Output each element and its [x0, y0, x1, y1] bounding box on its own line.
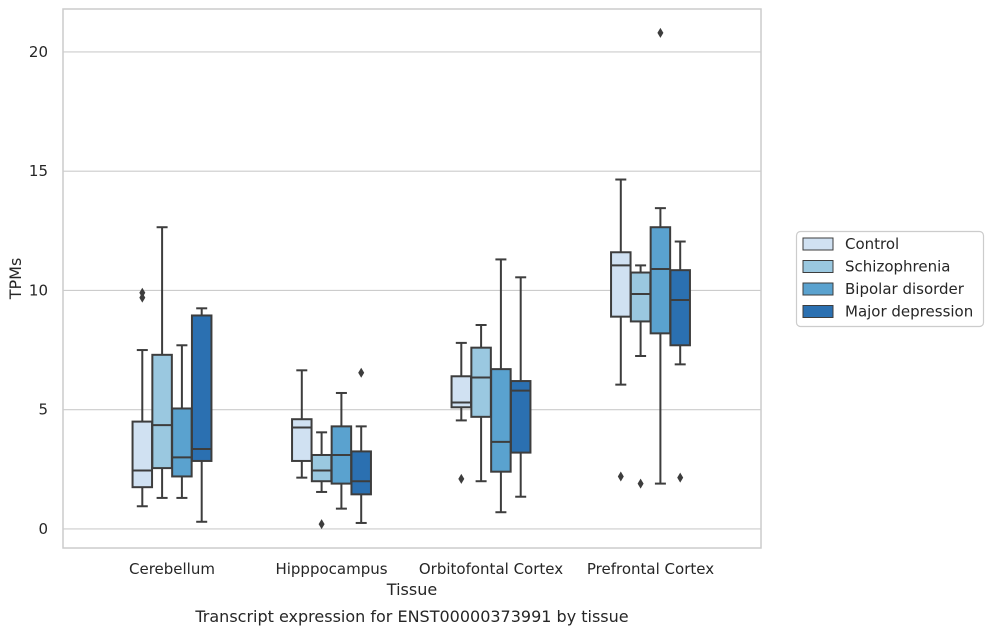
iqr-box	[629, 271, 652, 323]
iqr-box	[470, 346, 492, 418]
box-control	[131, 287, 154, 508]
iqr-box	[649, 226, 672, 335]
x-tick-label: Cerebellum	[129, 560, 215, 578]
legend-label: Control	[845, 235, 899, 253]
iqr-box	[509, 380, 532, 454]
legend-label: Schizophrenia	[845, 258, 950, 276]
x-axis-title: Tissue	[386, 580, 437, 599]
x-tick-label: Prefrontal Cortex	[587, 560, 714, 578]
box-schizophrenia	[470, 324, 492, 483]
y-tick-label: 20	[29, 43, 48, 61]
iqr-box	[610, 251, 632, 318]
outlier-point	[657, 27, 664, 38]
chart-caption: Transcript expression for ENST0000037399…	[194, 607, 628, 626]
legend-frame	[795, 230, 985, 328]
box-major-depression	[350, 367, 372, 524]
outlier-point	[318, 519, 325, 530]
outlier-point	[458, 473, 465, 484]
y-tick-label: 10	[29, 281, 48, 299]
iqr-box	[490, 368, 512, 473]
x-tick-label: Hipppocampus	[275, 560, 387, 578]
box-control	[291, 369, 313, 479]
box-control	[610, 178, 632, 482]
legend-label: Major depression	[845, 303, 973, 321]
box-bipolar-disorder	[649, 27, 672, 485]
iqr-box	[350, 450, 372, 496]
legend-swatch	[802, 237, 834, 251]
legend: Control Schizophrenia Bipolar disorder Majo…	[795, 230, 985, 328]
y-tick-label: 15	[29, 162, 48, 180]
iqr-box	[190, 314, 213, 462]
box-major-depression	[190, 307, 213, 523]
x-tick-labels: Cerebellum Hipppocampus Orbitofontal Corte…	[129, 560, 714, 578]
outlier-point	[637, 478, 644, 489]
iqr-box	[171, 407, 193, 478]
legend-swatch	[802, 282, 834, 296]
box-bipolar-disorder	[330, 391, 353, 510]
box-schizophrenia	[629, 264, 652, 489]
iqr-box	[669, 269, 691, 347]
y-tick-labels: 0 5 10 15 20	[29, 43, 48, 538]
boxes-layer	[131, 27, 691, 530]
box-schizophrenia	[151, 226, 173, 499]
iqr-box	[131, 420, 154, 489]
box-major-depression	[509, 276, 532, 498]
iqr-box	[310, 453, 333, 483]
outlier-point	[677, 472, 684, 483]
box-schizophrenia	[310, 431, 333, 530]
outlier-point	[358, 367, 365, 378]
box-major-depression	[669, 240, 691, 483]
box-bipolar-disorder	[171, 344, 193, 499]
iqr-box	[151, 353, 173, 470]
legend-swatch	[802, 305, 834, 318]
box-bipolar-disorder	[490, 258, 512, 514]
legend-label: Bipolar disorder	[845, 280, 965, 298]
y-tick-label: 0	[38, 520, 48, 538]
plot-frame	[62, 8, 762, 549]
outlier-point	[139, 287, 146, 298]
outlier-point	[617, 471, 624, 482]
x-tick-label: Orbitofontal Cortex	[419, 560, 563, 578]
y-axis-title: TPMs	[6, 258, 25, 301]
box-control	[450, 341, 473, 484]
y-tick-label: 5	[38, 401, 48, 419]
iqr-box	[291, 418, 313, 462]
legend-swatch	[802, 260, 834, 273]
